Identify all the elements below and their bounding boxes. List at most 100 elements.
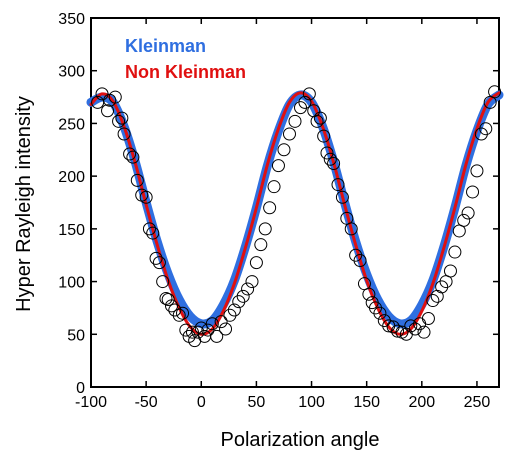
data-point xyxy=(123,147,137,161)
data-point xyxy=(185,325,199,339)
data-point xyxy=(176,306,190,320)
data-point xyxy=(448,245,462,259)
data-point xyxy=(214,315,228,329)
data-point xyxy=(232,295,246,309)
x-tick-label: -50 xyxy=(135,394,158,411)
data-point xyxy=(408,322,422,336)
legend-label-non-kleinman: Non Kleinman xyxy=(125,62,246,82)
data-point xyxy=(421,311,435,325)
data-point xyxy=(377,314,391,328)
data-point xyxy=(152,256,166,270)
data-point xyxy=(236,289,250,303)
kleinman-curve xyxy=(86,90,504,329)
data-point xyxy=(443,264,457,278)
plot-frame xyxy=(90,17,500,388)
y-tick-label: 300 xyxy=(58,64,85,81)
data-point xyxy=(249,256,263,270)
x-tick-label: -100 xyxy=(75,394,107,411)
data-point xyxy=(323,152,337,166)
data-point xyxy=(320,146,334,160)
data-point xyxy=(219,322,233,336)
data-point xyxy=(362,287,376,301)
data-point xyxy=(205,317,219,331)
data-point xyxy=(267,180,281,194)
data-point xyxy=(313,111,327,125)
x-tick-label: 0 xyxy=(197,394,206,411)
data-point xyxy=(327,156,341,170)
data-point xyxy=(254,238,268,252)
x-tick-label: 200 xyxy=(408,394,435,411)
data-point xyxy=(139,190,153,204)
data-point xyxy=(368,301,382,315)
data-point xyxy=(335,190,349,204)
x-tick-label: 250 xyxy=(464,394,491,411)
y-tick-label: 150 xyxy=(58,222,85,239)
data-point xyxy=(108,90,122,104)
data-point xyxy=(461,206,475,220)
x-axis-label: Polarization angle xyxy=(221,429,380,451)
data-point xyxy=(349,248,363,262)
data-point xyxy=(168,303,182,317)
legend-label-kleinman: Kleinman xyxy=(125,36,206,56)
data-point xyxy=(258,222,272,236)
data-point xyxy=(227,303,241,317)
data-point xyxy=(317,129,331,143)
data-point xyxy=(277,143,291,157)
data-point xyxy=(263,201,277,215)
data-point xyxy=(344,222,358,236)
data-point xyxy=(426,294,440,308)
data-point xyxy=(112,114,126,128)
axis-ticks: -100 -50 0 50 100 150 200 250 0 50 100 150 200 250 300… xyxy=(58,11,499,411)
data-point xyxy=(331,178,345,192)
data-point xyxy=(156,275,170,289)
data-point xyxy=(282,127,296,141)
data-point xyxy=(95,87,109,101)
data-point xyxy=(172,308,186,322)
data-point xyxy=(194,321,208,335)
data-point xyxy=(142,222,156,236)
data-point xyxy=(210,329,224,343)
data-point xyxy=(457,213,471,227)
data-point xyxy=(310,114,324,128)
data-point xyxy=(241,282,255,296)
y-tick-label: 250 xyxy=(58,116,85,133)
data-point xyxy=(126,150,140,164)
data-point xyxy=(404,319,418,333)
data-point xyxy=(298,95,312,109)
data-point xyxy=(470,164,484,178)
data-point xyxy=(164,299,178,313)
x-tick-label: 100 xyxy=(298,394,325,411)
data-point xyxy=(417,325,431,339)
data-point xyxy=(353,253,367,267)
data-point xyxy=(488,85,502,99)
y-tick-label: 0 xyxy=(76,380,85,397)
data-point xyxy=(391,324,405,338)
data-point xyxy=(474,127,488,141)
data-point xyxy=(271,159,285,173)
data-point xyxy=(149,251,163,265)
y-tick-label: 50 xyxy=(67,327,85,344)
non-kleinman-curve xyxy=(89,91,501,336)
data-point xyxy=(161,292,175,306)
data-point xyxy=(435,280,449,294)
data-point xyxy=(479,122,493,136)
data-point xyxy=(245,275,259,289)
y-tick-label: 100 xyxy=(58,275,85,292)
data-point xyxy=(288,114,302,128)
data-point xyxy=(302,87,316,101)
data-point xyxy=(115,111,129,125)
data-point xyxy=(294,101,308,115)
y-axis-label: Hyper Rayleigh intensity xyxy=(13,96,35,312)
data-point xyxy=(466,185,480,199)
y-tick-label: 200 xyxy=(58,169,85,186)
data-point xyxy=(201,323,215,337)
series-lines xyxy=(86,90,504,336)
data-point xyxy=(223,308,237,322)
data-point xyxy=(117,127,131,141)
x-tick-label: 150 xyxy=(353,394,380,411)
data-point xyxy=(130,173,144,187)
data-point xyxy=(373,306,387,320)
data-point xyxy=(101,104,115,118)
data-points xyxy=(91,85,502,348)
